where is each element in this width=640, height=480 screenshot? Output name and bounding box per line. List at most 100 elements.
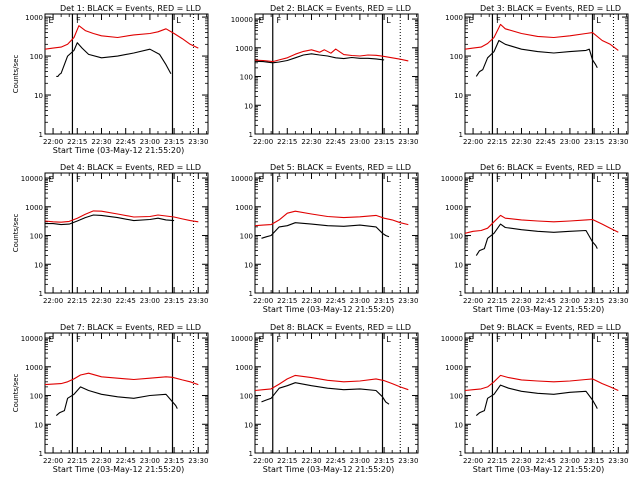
attenuator-label: E [258, 335, 263, 344]
y-tick-label: 100 [450, 393, 463, 401]
plot-frame [464, 13, 629, 135]
x-tick-label: 23:30 [398, 138, 418, 146]
y-tick-label: 1 [459, 131, 463, 139]
attenuator-label: E [258, 16, 263, 25]
chart-title: Det 6: BLACK = Events, RED = LLD [480, 163, 621, 172]
plot-frame [254, 13, 419, 135]
x-axis-label: Start Time (03-May-12 21:55:20) [53, 146, 184, 155]
x-tick-label: 22:45 [326, 457, 346, 465]
x-tick-label: 23:15 [584, 297, 604, 305]
attenuator-label: E [48, 175, 53, 184]
x-axis-label: Start Time (03-May-12 21:55:20) [263, 465, 394, 474]
plot-frame [44, 332, 209, 454]
x-tick-label: 23:00 [140, 138, 160, 146]
x-tick-label: 22:45 [326, 297, 346, 305]
series-lld [464, 374, 619, 392]
x-axis-label: Start Time (03-May-12 21:55:20) [263, 305, 394, 314]
plot-frame [254, 172, 419, 294]
y-tick-label: 10 [244, 102, 253, 110]
y-tick-label: 1 [249, 290, 253, 298]
x-tick-label: 22:00 [43, 457, 63, 465]
x-tick-label: 23:15 [584, 138, 604, 146]
attenuator-label: F [496, 16, 501, 25]
attenuator-label: F [496, 335, 501, 344]
series-lld [44, 210, 199, 223]
y-tick-label: 10000 [441, 335, 463, 343]
y-axis-label: Counts/sec [12, 55, 20, 94]
attenuator-label: L [596, 175, 601, 184]
y-tick-label: 10 [244, 261, 253, 269]
x-tick-label: 22:30 [511, 457, 531, 465]
panel-det-6: Det 6: BLACK = Events, RED = LLD 1 10 100 10… [441, 163, 629, 314]
attenuator-label: L [176, 16, 181, 25]
attenuator-label: F [76, 335, 81, 344]
attenuator-label: L [596, 16, 601, 25]
x-tick-label: 22:30 [301, 297, 321, 305]
attenuator-label: E [48, 335, 53, 344]
x-tick-label: 23:15 [164, 297, 184, 305]
y-tick-label: 10 [454, 261, 463, 269]
y-tick-label: 1000 [235, 45, 253, 53]
series-lld [464, 23, 619, 51]
chart-title: Det 5: BLACK = Events, RED = LLD [270, 163, 411, 172]
x-tick-label: 22:00 [463, 138, 483, 146]
x-tick-label: 23:00 [560, 138, 580, 146]
x-tick-label: 22:00 [253, 138, 273, 146]
plot-frame [44, 13, 209, 135]
y-tick-label: 1 [39, 290, 43, 298]
y-tick-label: 100 [450, 53, 463, 61]
attenuator-label: L [176, 175, 181, 184]
panel-det-4: Det 4: BLACK = Events, RED = LLD 1 10 100 10… [12, 163, 209, 305]
x-tick-label: 22:30 [511, 297, 531, 305]
panel-det-7: Det 7: BLACK = Events, RED = LLD 1 10 100 10… [12, 323, 209, 474]
x-tick-label: 23:00 [560, 297, 580, 305]
x-tick-label: 22:30 [91, 457, 111, 465]
y-axis-label: Counts/sec [12, 214, 20, 253]
x-tick-label: 22:00 [43, 138, 63, 146]
panel-det-3: Det 3: BLACK = Events, RED = LLD 1 10 100 10… [445, 4, 629, 146]
y-tick-label: 1000 [445, 14, 463, 22]
x-tick-label: 22:30 [91, 297, 111, 305]
x-tick-label: 23:15 [584, 457, 604, 465]
x-tick-label: 22:30 [301, 138, 321, 146]
x-tick-label: 22:15 [67, 297, 87, 305]
x-tick-label: 23:00 [560, 457, 580, 465]
panel-det-9: Det 9: BLACK = Events, RED = LLD 1 10 100 10… [441, 323, 629, 474]
x-tick-label: 23:30 [608, 297, 628, 305]
y-tick-label: 1000 [25, 204, 43, 212]
y-tick-label: 1000 [445, 204, 463, 212]
x-tick-label: 23:15 [374, 297, 394, 305]
x-tick-label: 22:15 [67, 457, 87, 465]
x-tick-label: 22:15 [277, 138, 297, 146]
y-tick-label: 10 [34, 92, 43, 100]
series-events [261, 222, 390, 239]
y-tick-label: 1000 [235, 364, 253, 372]
attenuator-label: L [386, 335, 391, 344]
series-events [475, 39, 598, 77]
y-tick-label: 10 [454, 421, 463, 429]
y-tick-label: 100 [30, 393, 43, 401]
attenuator-label: L [176, 335, 181, 344]
x-tick-label: 23:30 [188, 138, 208, 146]
series-events [261, 382, 390, 405]
y-tick-label: 1000 [445, 364, 463, 372]
y-tick-label: 10000 [441, 175, 463, 183]
attenuator-label: E [468, 335, 473, 344]
attenuator-label: L [386, 175, 391, 184]
y-tick-label: 100 [450, 233, 463, 241]
x-tick-label: 23:15 [164, 457, 184, 465]
x-tick-label: 23:00 [140, 297, 160, 305]
x-tick-label: 22:45 [536, 297, 556, 305]
y-tick-label: 1 [249, 131, 253, 139]
x-tick-label: 22:45 [536, 457, 556, 465]
x-tick-label: 23:30 [188, 297, 208, 305]
x-tick-label: 22:45 [536, 138, 556, 146]
y-tick-label: 10000 [231, 16, 253, 24]
x-tick-label: 22:15 [487, 457, 507, 465]
x-tick-label: 22:15 [67, 138, 87, 146]
series-events [45, 214, 175, 226]
x-tick-label: 22:00 [253, 297, 273, 305]
y-tick-label: 1 [39, 131, 43, 139]
panel-det-8: Det 8: BLACK = Events, RED = LLD 1 10 100 10… [231, 323, 419, 474]
